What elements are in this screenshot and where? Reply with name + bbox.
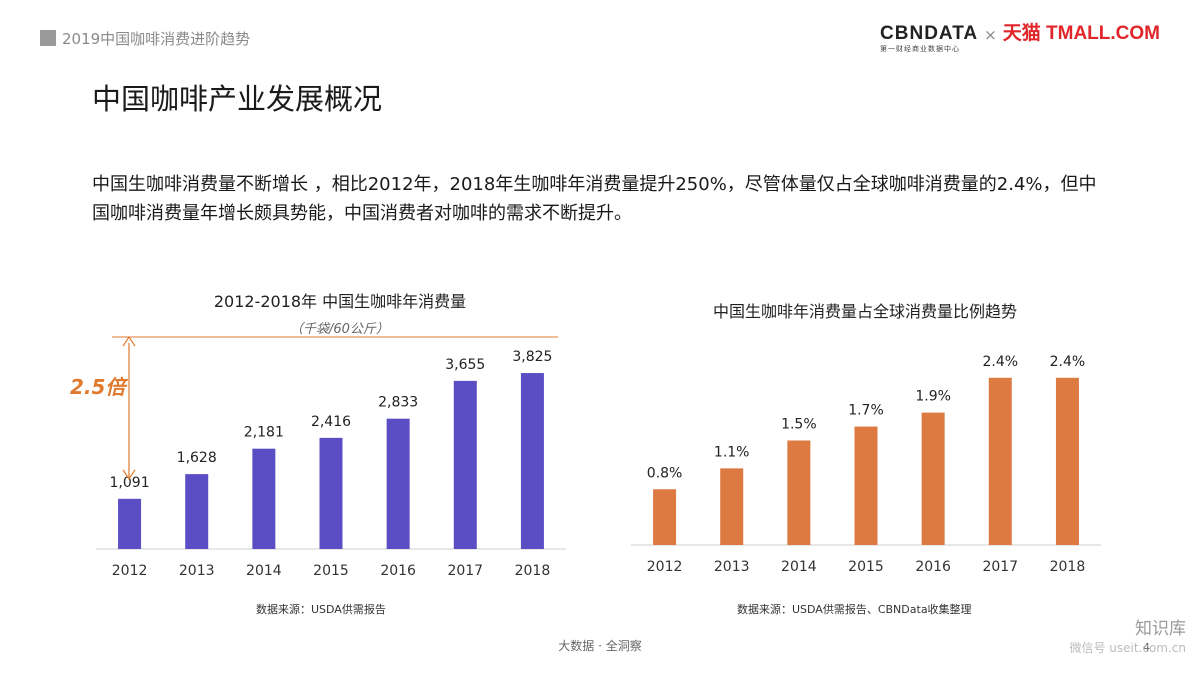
chart1-value-label-2013: 1,628 (177, 450, 217, 466)
chart1-value-label-2016: 2,833 (378, 395, 418, 411)
chart2-value-label-2012: 0.8% (647, 465, 683, 481)
chart1-growth-arrow-down-head (122, 469, 136, 480)
chart1-unit: （千袋/60公斤） (290, 322, 389, 337)
chart2-bar-2012 (653, 489, 677, 545)
chart2-tick-label-2014: 2014 (781, 559, 817, 575)
section-title: 2019中国咖啡消费进阶趋势 (62, 30, 251, 48)
logo-separator: × (984, 26, 997, 44)
chart2-value-label-2017: 2.4% (982, 354, 1018, 370)
chart1-value-label-2015: 2,416 (311, 414, 351, 430)
watermark-title: 知识库 (1135, 619, 1186, 639)
chart1-tick-label-2017: 2017 (447, 563, 483, 579)
chart2-bar-2015 (854, 426, 878, 545)
footer-slogan: 大数据 · 全洞察 (558, 639, 642, 653)
cbndata-logo-text: CBNDATA (880, 23, 979, 44)
page-title: 中国咖啡产业发展概况 (92, 82, 383, 116)
chart2-value-label-2015: 1.7% (848, 403, 884, 419)
chart1-value-label-2018: 3,825 (512, 349, 552, 365)
chart1-bar-2012 (118, 498, 142, 549)
chart2-tick-label-2018: 2018 (1050, 559, 1086, 575)
chart2-source: 数据来源：USDA供需报告、CBNData收集整理 (737, 603, 972, 616)
chart2-bar-2016 (921, 412, 945, 545)
chart1-value-label-2017: 3,655 (445, 357, 485, 373)
chart2-bar-2013 (720, 468, 744, 545)
chart2-value-label-2016: 1.9% (915, 389, 951, 405)
chart1-title: 2012-2018年 中国生咖啡年消费量 (213, 292, 467, 311)
chart1-tick-label-2012: 2012 (112, 563, 148, 579)
chart1-tick-label-2014: 2014 (246, 563, 282, 579)
chart1-bar-2017 (453, 380, 477, 549)
chart1-tick-label-2013: 2013 (179, 563, 215, 579)
chart2-tick-label-2015: 2015 (848, 559, 884, 575)
chart1-tick-label-2018: 2018 (515, 563, 551, 579)
page-number: 4 (1143, 641, 1150, 654)
chart2-tick-label-2012: 2012 (647, 559, 683, 575)
chart2-value-label-2018: 2.4% (1050, 354, 1086, 370)
brand-logos: CBNDATA 第一财经商业数据中心 × 天猫 TMALL.COM (880, 24, 1160, 54)
page-description: 中国生咖啡消费量不断增长 ，相比2012年，2018年生咖啡年消费量提升250%… (92, 174, 1097, 224)
chart2-bar-2014 (787, 440, 811, 545)
chart2-tick-label-2017: 2017 (982, 559, 1018, 575)
chart1-value-label-2014: 2,181 (244, 425, 284, 441)
cbndata-logo: CBNDATA 第一财经商业数据中心 (880, 24, 978, 54)
chart1-bar-2013 (185, 474, 209, 549)
chart1-source: 数据来源：USDA供需报告 (256, 603, 386, 616)
chart2-title: 中国生咖啡年消费量占全球消费量比例趋势 (712, 302, 1017, 321)
chart1-growth-annotation: 2.5倍 (70, 375, 128, 399)
watermark: 知识库 微信号 useit.com.cn (1069, 614, 1186, 656)
chart1-bar-2018 (520, 373, 544, 549)
watermark-subtitle: 微信号 useit.com.cn (1069, 641, 1186, 655)
cbndata-logo-subtitle: 第一财经商业数据中心 (880, 45, 961, 53)
chart2-value-label-2014: 1.5% (781, 416, 817, 432)
chart1-growth-arrow-up-head (122, 335, 136, 347)
chart1-tick-label-2015: 2015 (313, 563, 349, 579)
header-square (40, 30, 56, 46)
chart1-value-label-2012: 1,091 (110, 475, 150, 491)
chart1-bar-2016 (386, 418, 410, 549)
chart1-bar-2014 (252, 448, 276, 549)
chart1-plot: 1,091 2012 1,628 2013 2,181 2014 2,416 2015 2,83… (70, 335, 566, 579)
chart2-bar-2017 (988, 377, 1012, 545)
chart2-tick-label-2013: 2013 (714, 559, 750, 575)
chart1-tick-label-2016: 2016 (380, 563, 416, 579)
chart2-bar-2018 (1055, 377, 1079, 545)
tmall-logo: 天猫 TMALL.COM (1002, 23, 1160, 44)
chart2-plot: 0.8% 2012 1.1% 2013 1.5% 2014 1.7% 2015 1.9% 2016… (631, 354, 1101, 575)
chart2-tick-label-2016: 2016 (915, 559, 951, 575)
chart2-value-label-2013: 1.1% (714, 444, 750, 460)
chart1-bar-2015 (319, 437, 343, 549)
